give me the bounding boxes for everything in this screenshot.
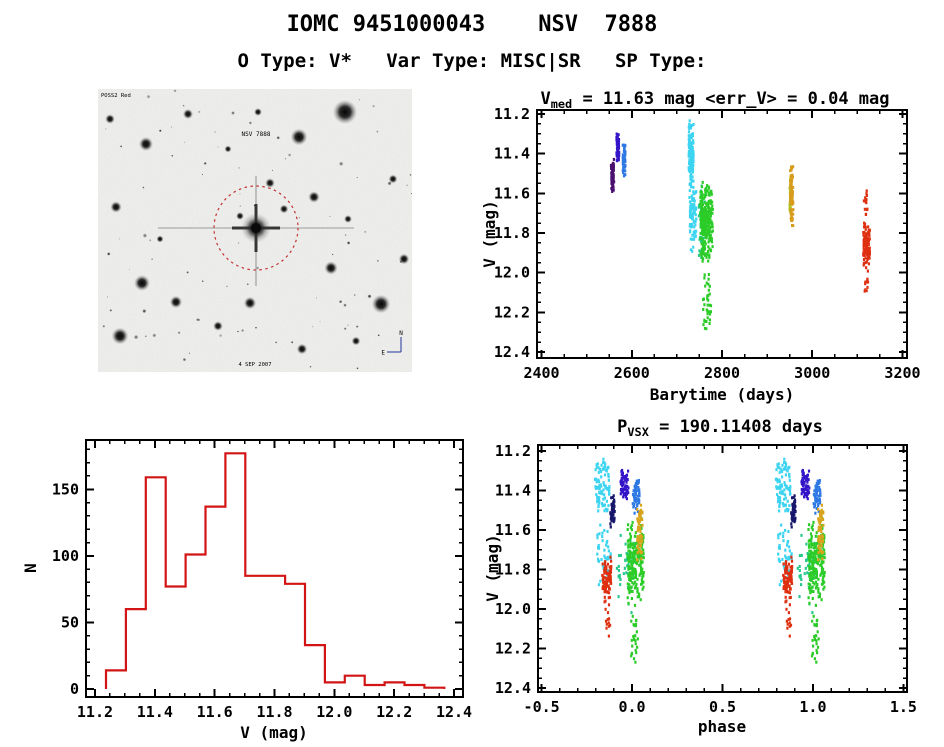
- y-tick-label: 12.2: [495, 640, 531, 658]
- field-stars: [105, 99, 410, 355]
- x-tick-label: 2600: [614, 364, 650, 382]
- y-tick-label: 11.6: [495, 521, 531, 539]
- phase-plot: -0.5 0.0 0.5 1.0 1.5 11.2 11.4 11.6 11.8 12.0 12.2…: [480, 410, 944, 747]
- compass-icon: [387, 337, 402, 353]
- y-tick-label: 11.8: [494, 224, 530, 242]
- page-subtitle: O Type: V* Var Type: MISC|SR SP Type:: [237, 50, 707, 72]
- background-stars: [102, 89, 413, 370]
- scatter-points: [609, 119, 871, 331]
- y-tick-label: 12.4: [494, 343, 530, 361]
- lightcurve-plot: 2400 2600 2800 3000 3200 11.2 11.4 11.6 11.8 12.0…: [480, 88, 944, 410]
- y-axis-label: V (mag): [483, 534, 502, 601]
- x-axis-label: V (mag): [240, 723, 307, 742]
- y-tick-label: 12.0: [494, 264, 530, 282]
- finder-chart: POSS2 Red NSV 7888 4 SEP 2007 N E: [98, 89, 413, 372]
- histogram-outline: [104, 452, 446, 689]
- histogram-plot: 11.2 11.4 11.6 11.8 12.0 12.2 12.4 0 50 100 150 V (…: [20, 420, 490, 747]
- y-tick-label: 11.2: [495, 442, 531, 460]
- target-circle: [213, 185, 299, 271]
- y-tick-label: 11.6: [494, 184, 530, 202]
- y-axis-label: V (mag): [480, 200, 499, 267]
- x-axis-label: phase: [698, 717, 746, 736]
- y-tick-label: 150: [52, 480, 79, 498]
- y-tick-label: 11.4: [495, 481, 531, 499]
- y-tick-label: 11.2: [494, 105, 530, 123]
- lightcurve-plot-image: 2400 2600 2800 3000 3200 11.2 11.4 11.6 11.8 12.0…: [480, 89, 921, 404]
- x-tick-label: 2800: [704, 364, 740, 382]
- x-axis-label: Barytime (days): [650, 385, 795, 404]
- compass-e-label: E: [381, 350, 385, 357]
- y-tick-label: 50: [61, 613, 79, 631]
- x-tick-label: 2400: [523, 364, 559, 382]
- x-tick-label: 11.4: [137, 703, 173, 721]
- x-tick-label: 1.0: [799, 698, 826, 716]
- survey-label: POSS2 Red: [101, 93, 131, 99]
- y-tick-label: 100: [52, 547, 79, 565]
- x-tick-label: -0.5: [524, 698, 560, 716]
- x-tick-label: 12.4: [436, 703, 472, 721]
- y-tick-label: 11.4: [494, 145, 530, 163]
- finder-chart-image: POSS2 Red NSV 7888 4 SEP 2007 N E: [98, 89, 413, 372]
- x-tick-label: 0.0: [619, 698, 646, 716]
- x-tick-label: 11.2: [77, 703, 113, 721]
- x-tick-label: 1.5: [890, 698, 917, 716]
- plot-title: Vmed = 11.63 mag <err_V> = 0.04 mag: [540, 89, 889, 111]
- compass-n-label: N: [399, 330, 403, 337]
- histogram-plot-image: 11.2 11.4 11.6 11.8 12.0 12.2 12.4 0 50 100 150 V (…: [21, 439, 472, 742]
- y-tick-label: 0: [70, 680, 79, 698]
- x-tick-label: 11.8: [256, 703, 292, 721]
- scatter-points: [593, 457, 826, 664]
- page-title: IOMC 9451000043 NSV 7888: [286, 12, 658, 37]
- date-label: 4 SEP 2007: [238, 362, 271, 368]
- x-tick-label: 12.2: [376, 703, 412, 721]
- plot-title: PVSX = 190.11408 days: [617, 417, 823, 439]
- target-star: [158, 176, 354, 286]
- y-tick-label: 12.4: [495, 679, 531, 697]
- y-tick-label: 12.2: [494, 303, 530, 321]
- phase-plot-image: -0.5 0.0 0.5 1.0 1.5 11.2 11.4 11.6 11.8 12.0 12.2…: [483, 417, 917, 736]
- target-label: NSV 7888: [242, 131, 271, 138]
- x-tick-label: 0.5: [709, 698, 736, 716]
- y-axis-label: N: [21, 563, 40, 573]
- x-tick-label: 11.6: [197, 703, 233, 721]
- x-tick-label: 3200: [884, 364, 920, 382]
- y-tick-label: 12.0: [495, 600, 531, 618]
- x-tick-label: 3000: [794, 364, 830, 382]
- y-tick-label: 11.8: [495, 560, 531, 578]
- x-tick-label: 12.0: [316, 703, 352, 721]
